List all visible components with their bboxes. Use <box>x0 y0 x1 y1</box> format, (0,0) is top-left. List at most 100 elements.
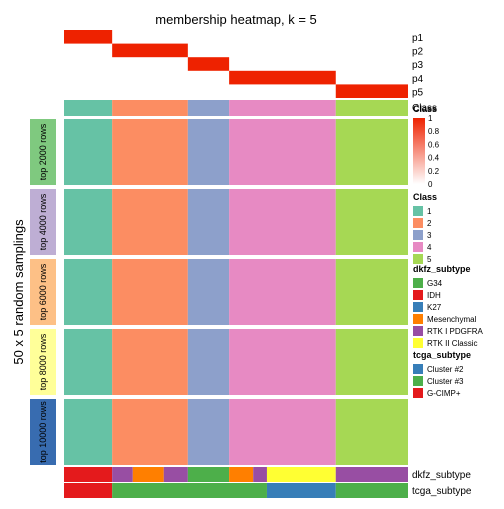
class-cell-3 <box>187 100 230 116</box>
class-legend-swatch <box>413 206 423 216</box>
class-legend-label: 2 <box>427 219 432 228</box>
dkfz-cell <box>163 467 188 482</box>
block-class-cell-2 <box>112 399 188 465</box>
block-class-cell-1 <box>64 259 113 325</box>
dkfz-legend-label: RTK II Classic <box>427 339 478 348</box>
membership-legend-tick: 0.6 <box>428 140 440 149</box>
block-class-cell-3 <box>187 399 230 465</box>
sampling-block-label: top 8000 rows <box>38 333 48 390</box>
membership-row-bg <box>64 57 408 71</box>
sampling-blocks: top 2000 rows top 4000 rows top 6000 rows t… <box>30 119 408 465</box>
tcga-legend-swatch <box>413 388 423 398</box>
class-legend-label: 3 <box>427 231 432 240</box>
dkfz-cell <box>132 467 164 482</box>
tcga-cell <box>64 483 113 498</box>
membership-row-label: p5 <box>412 87 424 98</box>
membership-legend-tick: 1 <box>428 114 433 123</box>
block-class-cell-1 <box>64 119 113 185</box>
block-class-cell-3 <box>187 189 230 255</box>
class-legend-swatch <box>413 218 423 228</box>
dkfz-cell <box>229 467 254 482</box>
block-class-cell-2 <box>112 329 188 395</box>
dkfz-cell <box>64 467 113 482</box>
dkfz-legend-swatch <box>413 278 423 288</box>
dkfz-legend-swatch <box>413 302 423 312</box>
dkfz-legend-swatch <box>413 290 423 300</box>
tcga-legend-label: Cluster #3 <box>427 377 464 386</box>
class-legend-title: Class <box>413 192 437 202</box>
membership-row-bg <box>64 30 408 44</box>
block-class-cell-1 <box>64 189 113 255</box>
block-class-cell-4 <box>229 119 336 185</box>
block-class-cell-5 <box>335 399 408 465</box>
membership-row-label: p4 <box>412 74 424 85</box>
annotation-row-label: tcga_subtype <box>412 486 472 497</box>
tcga-legend-label: Cluster #2 <box>427 365 464 374</box>
class-cell-4 <box>229 100 336 116</box>
dkfz-legend-label: K27 <box>427 303 442 312</box>
block-class-cell-5 <box>335 329 408 395</box>
block-class-cell-4 <box>229 399 336 465</box>
block-class-cell-5 <box>335 189 408 255</box>
dkfz-legend-label: Mesenchymal <box>427 315 477 324</box>
membership-rows: p1 p2 p3 p4 p5 <box>64 30 424 98</box>
membership-legend-title: Class <box>413 104 437 114</box>
annotation-row-label: dkfz_subtype <box>412 470 471 481</box>
class-legend-label: 1 <box>427 207 432 216</box>
dkfz-legend-swatch <box>413 314 423 324</box>
block-class-cell-5 <box>335 259 408 325</box>
block-class-cell-2 <box>112 119 188 185</box>
block-class-cell-4 <box>229 259 336 325</box>
dkfz-legend-swatch <box>413 326 423 336</box>
sampling-block-marker <box>30 329 56 395</box>
tcga-legend-label: G-CIMP+ <box>427 389 461 398</box>
membership-legend-tick: 0.8 <box>428 127 440 136</box>
sampling-block-label: top 6000 rows <box>38 263 48 320</box>
dkfz-cell <box>253 467 267 482</box>
membership-legend-tick: 0 <box>428 180 433 189</box>
sampling-block-marker <box>30 189 56 255</box>
membership-row-label: p2 <box>412 47 424 58</box>
class-cell-1 <box>64 100 113 116</box>
annotation-rows: dkfz_subtype tcga_subtype <box>64 467 472 498</box>
sampling-block-label: top 4000 rows <box>38 193 48 250</box>
sampling-block-marker <box>30 259 56 325</box>
legends: Class10.80.60.40.20Class12345dkfz_subtyp… <box>413 104 484 398</box>
membership-legend-tick: 0.4 <box>428 154 440 163</box>
tcga-cell <box>266 483 336 498</box>
block-class-cell-1 <box>64 329 113 395</box>
dkfz-cell <box>335 467 408 482</box>
class-row-label: Class <box>412 103 437 114</box>
tcga-cell <box>112 483 267 498</box>
dkfz-cell <box>112 467 133 482</box>
chart-title: membership heatmap, k = 5 <box>155 12 317 27</box>
class-cell-2 <box>112 100 188 116</box>
class-legend-swatch <box>413 230 423 240</box>
dkfz-cell <box>266 467 336 482</box>
class-legend-label: 5 <box>427 255 432 264</box>
class-legend-swatch <box>413 254 423 264</box>
sampling-block-marker <box>30 399 56 465</box>
sampling-block-marker <box>30 119 56 185</box>
tcga-legend-title: tcga_subtype <box>413 350 471 360</box>
membership-row-label: p1 <box>412 33 424 44</box>
class-legend-swatch <box>413 242 423 252</box>
membership-row-bg <box>64 84 408 98</box>
class-legend-label: 4 <box>427 243 432 252</box>
block-class-cell-4 <box>229 189 336 255</box>
block-class-cell-3 <box>187 259 230 325</box>
dkfz-legend-label: RTK I PDGFRA <box>427 327 484 336</box>
membership-cell <box>112 43 188 58</box>
dkfz-legend-swatch <box>413 338 423 348</box>
block-class-cell-3 <box>187 119 230 185</box>
class-cell-5 <box>335 100 408 116</box>
sampling-block-label: top 10000 rows <box>38 401 48 463</box>
block-class-cell-2 <box>112 259 188 325</box>
block-class-cell-2 <box>112 189 188 255</box>
block-class-cell-5 <box>335 119 408 185</box>
tcga-legend-swatch <box>413 364 423 374</box>
membership-cell <box>229 70 336 85</box>
dkfz-legend-label: IDH <box>427 291 441 300</box>
